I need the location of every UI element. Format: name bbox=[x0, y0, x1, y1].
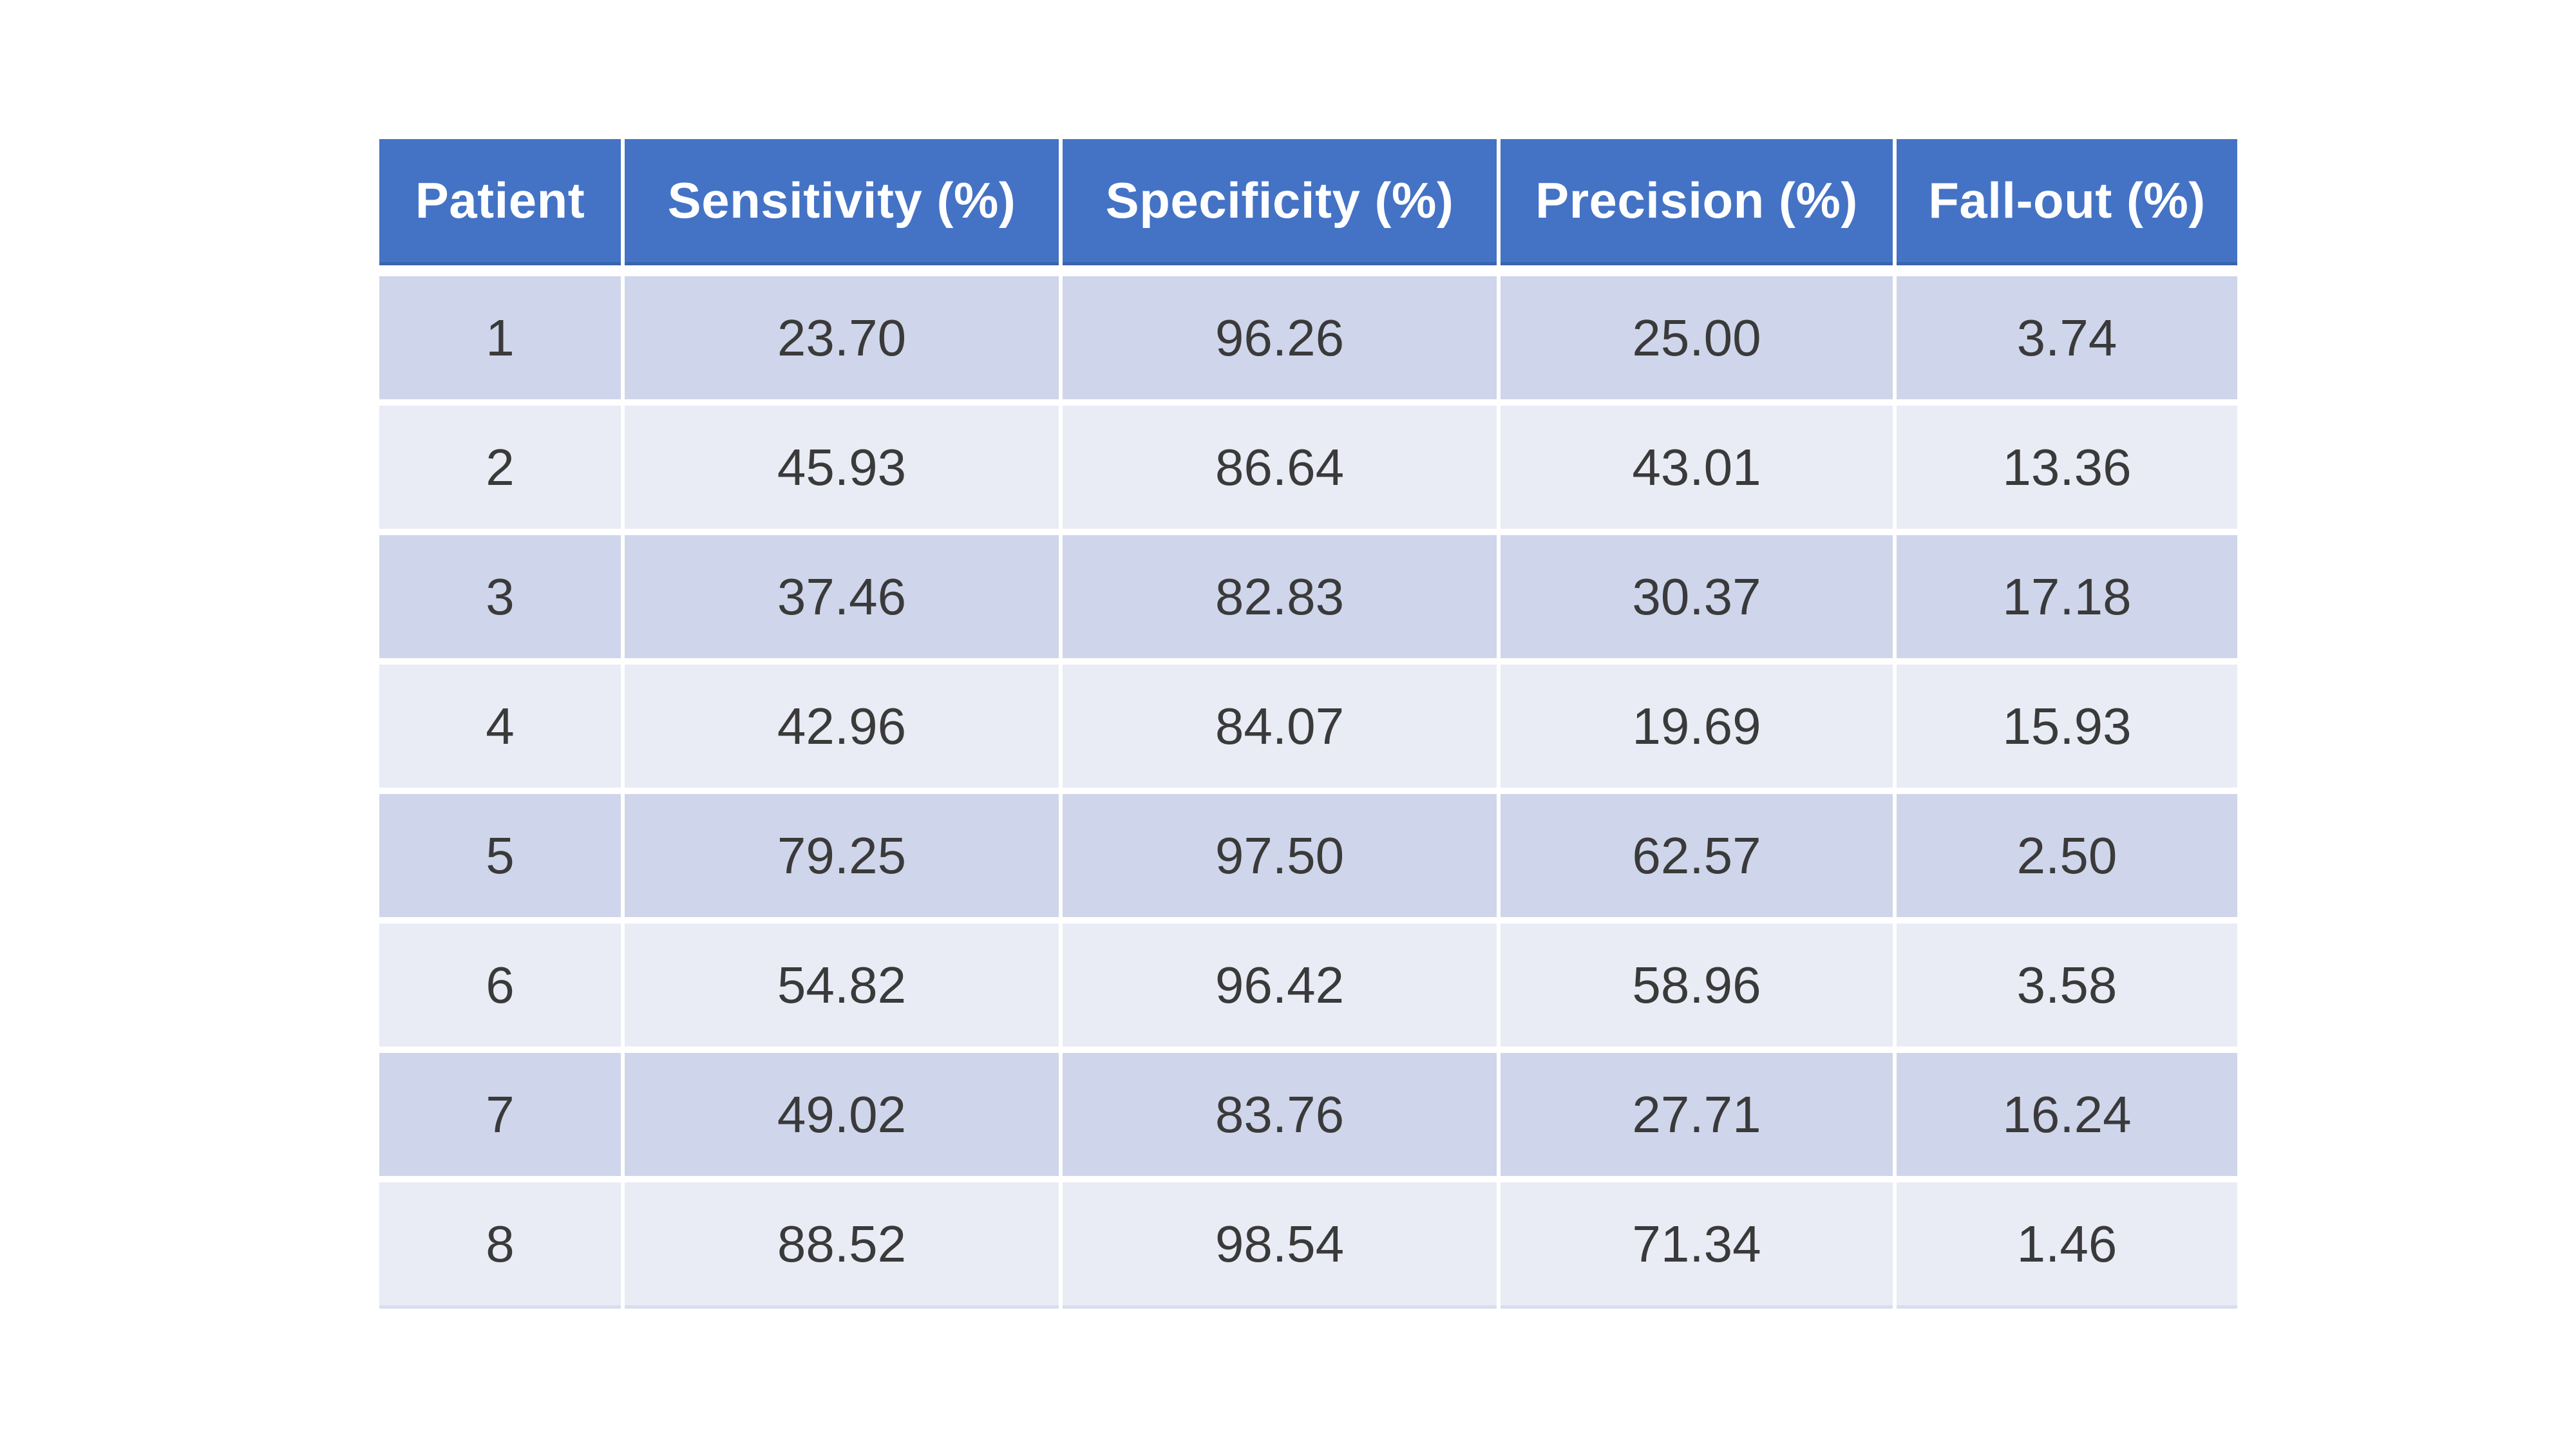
cell-patient: 5 bbox=[379, 794, 621, 917]
cell-specificity: 98.54 bbox=[1063, 1182, 1497, 1309]
table-header-row: Patient Sensitivity (%) Specificity (%) … bbox=[379, 139, 2237, 265]
cell-specificity: 97.50 bbox=[1063, 794, 1497, 917]
cell-patient: 4 bbox=[379, 665, 621, 788]
column-header-sensitivity: Sensitivity (%) bbox=[625, 139, 1059, 265]
table-row: 2 45.93 86.64 43.01 13.36 bbox=[379, 406, 2237, 529]
cell-fallout: 2.50 bbox=[1897, 794, 2237, 917]
cell-patient: 8 bbox=[379, 1182, 621, 1309]
table-row: 5 79.25 97.50 62.57 2.50 bbox=[379, 794, 2237, 917]
cell-sensitivity: 88.52 bbox=[625, 1182, 1059, 1309]
cell-sensitivity: 79.25 bbox=[625, 794, 1059, 917]
column-header-specificity: Specificity (%) bbox=[1063, 139, 1497, 265]
cell-patient: 2 bbox=[379, 406, 621, 529]
cell-fallout: 1.46 bbox=[1897, 1182, 2237, 1309]
cell-specificity: 96.42 bbox=[1063, 923, 1497, 1046]
cell-specificity: 86.64 bbox=[1063, 406, 1497, 529]
cell-specificity: 82.83 bbox=[1063, 535, 1497, 658]
cell-sensitivity: 23.70 bbox=[625, 276, 1059, 399]
cell-sensitivity: 37.46 bbox=[625, 535, 1059, 658]
cell-fallout: 15.93 bbox=[1897, 665, 2237, 788]
cell-specificity: 83.76 bbox=[1063, 1053, 1497, 1176]
cell-precision: 25.00 bbox=[1501, 276, 1893, 399]
cell-sensitivity: 42.96 bbox=[625, 665, 1059, 788]
table-row: 4 42.96 84.07 19.69 15.93 bbox=[379, 665, 2237, 788]
cell-precision: 43.01 bbox=[1501, 406, 1893, 529]
table-row: 3 37.46 82.83 30.37 17.18 bbox=[379, 535, 2237, 658]
column-header-patient: Patient bbox=[379, 139, 621, 265]
table-row: 6 54.82 96.42 58.96 3.58 bbox=[379, 923, 2237, 1046]
cell-fallout: 17.18 bbox=[1897, 535, 2237, 658]
cell-fallout: 16.24 bbox=[1897, 1053, 2237, 1176]
table-body: 1 23.70 96.26 25.00 3.74 2 45.93 86.64 4… bbox=[379, 276, 2237, 1309]
patient-metrics-table: Patient Sensitivity (%) Specificity (%) … bbox=[379, 139, 2237, 1309]
cell-patient: 6 bbox=[379, 923, 621, 1046]
cell-specificity: 84.07 bbox=[1063, 665, 1497, 788]
cell-precision: 30.37 bbox=[1501, 535, 1893, 658]
cell-sensitivity: 54.82 bbox=[625, 923, 1059, 1046]
cell-patient: 1 bbox=[379, 276, 621, 399]
cell-sensitivity: 49.02 bbox=[625, 1053, 1059, 1176]
cell-patient: 3 bbox=[379, 535, 621, 658]
cell-precision: 71.34 bbox=[1501, 1182, 1893, 1309]
cell-fallout: 3.58 bbox=[1897, 923, 2237, 1046]
cell-sensitivity: 45.93 bbox=[625, 406, 1059, 529]
table-row: 1 23.70 96.26 25.00 3.74 bbox=[379, 276, 2237, 399]
cell-precision: 62.57 bbox=[1501, 794, 1893, 917]
cell-fallout: 3.74 bbox=[1897, 276, 2237, 399]
cell-precision: 19.69 bbox=[1501, 665, 1893, 788]
table-row: 7 49.02 83.76 27.71 16.24 bbox=[379, 1053, 2237, 1176]
table-row: 8 88.52 98.54 71.34 1.46 bbox=[379, 1182, 2237, 1309]
cell-fallout: 13.36 bbox=[1897, 406, 2237, 529]
cell-precision: 27.71 bbox=[1501, 1053, 1893, 1176]
cell-patient: 7 bbox=[379, 1053, 621, 1176]
column-header-fallout: Fall-out (%) bbox=[1897, 139, 2237, 265]
column-header-precision: Precision (%) bbox=[1501, 139, 1893, 265]
cell-specificity: 96.26 bbox=[1063, 276, 1497, 399]
cell-precision: 58.96 bbox=[1501, 923, 1893, 1046]
